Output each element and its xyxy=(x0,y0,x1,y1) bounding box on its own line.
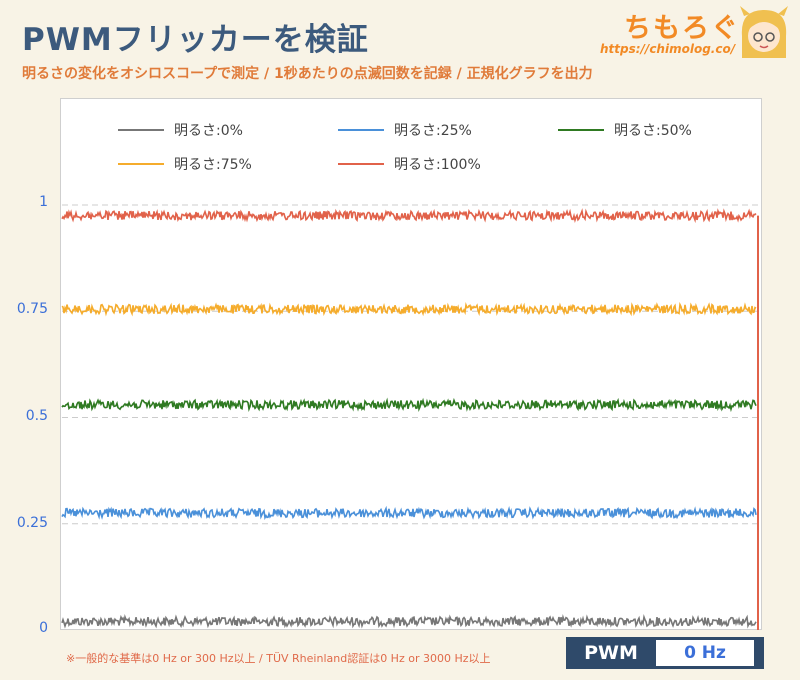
series-line-3 xyxy=(61,301,757,317)
logo-url: https://chimolog.co/ xyxy=(600,42,736,56)
page-subtitle: 明るさの変化をオシロスコープで測定 / 1秒あたりの点滅回数を記録 / 正規化グ… xyxy=(22,66,593,82)
legend-label: 明るさ:25% xyxy=(394,123,472,139)
series-line-4 xyxy=(61,208,757,224)
y-tick-0.75: 0.75 xyxy=(16,301,48,317)
mascot-icon xyxy=(740,6,788,58)
page-title: PWMフリッカーを検証 xyxy=(22,22,369,58)
legend-label: 明るさ:75% xyxy=(174,157,252,173)
legend-item-3: 明るさ:75% xyxy=(118,154,252,174)
logo-name: ちもろぐ xyxy=(624,13,740,44)
legend-label: 明るさ:100% xyxy=(394,157,481,173)
legend-item-1: 明るさ:25% xyxy=(338,120,472,140)
legend-swatch xyxy=(558,129,604,131)
pwm-badge-label: PWM xyxy=(584,642,638,664)
legend-item-2: 明るさ:50% xyxy=(558,120,692,140)
legend-label: 明るさ:0% xyxy=(174,123,243,139)
pwm-badge-value: 0 Hz xyxy=(656,640,754,666)
legend-swatch xyxy=(338,129,384,131)
pwm-badge: PWM 0 Hz xyxy=(566,637,764,669)
chart-area xyxy=(60,98,762,630)
legend-swatch xyxy=(118,163,164,165)
y-tick-1: 1 xyxy=(39,194,48,210)
site-logo[interactable]: ちもろぐ https://chimolog.co/ xyxy=(596,4,796,64)
legend-item-4: 明るさ:100% xyxy=(338,154,481,174)
legend-label: 明るさ:50% xyxy=(614,123,692,139)
y-tick-0: 0 xyxy=(39,620,48,636)
series-line-0 xyxy=(61,613,757,629)
footnote: ※一般的な基準は0 Hz or 300 Hz以上 / TÜV Rheinland… xyxy=(66,652,491,665)
series-line-2 xyxy=(61,397,757,413)
series-line-1 xyxy=(61,505,757,521)
legend-swatch xyxy=(338,163,384,165)
y-tick-0.5: 0.5 xyxy=(25,408,48,424)
legend-item-0: 明るさ:0% xyxy=(118,120,243,140)
legend-swatch xyxy=(118,129,164,131)
y-tick-0.25: 0.25 xyxy=(16,515,48,531)
